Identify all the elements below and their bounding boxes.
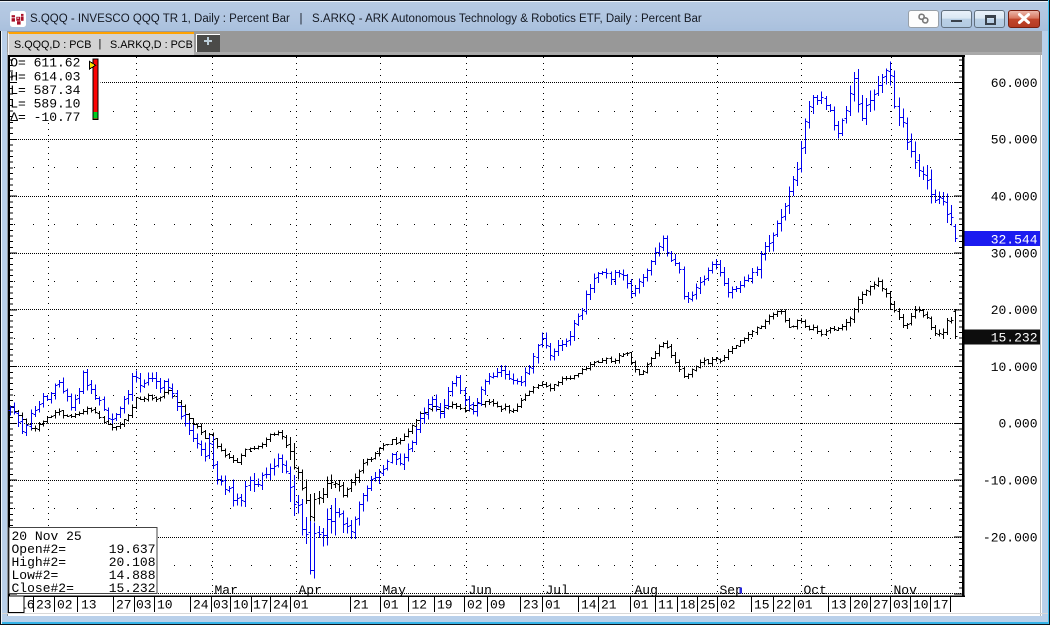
svg-text:14: 14 [581, 597, 597, 612]
svg-text:01: 01 [797, 597, 813, 612]
svg-text:-10.000: -10.000 [983, 474, 1038, 489]
svg-text:Close#2=: Close#2= [12, 581, 75, 596]
svg-text:18: 18 [680, 597, 696, 612]
svg-text:17: 17 [933, 597, 949, 612]
svg-text:21: 21 [353, 597, 369, 612]
svg-text:Apr: Apr [299, 583, 322, 598]
svg-text:14.888: 14.888 [109, 568, 156, 583]
svg-text:20: 20 [853, 597, 869, 612]
svg-text:13: 13 [831, 597, 847, 612]
svg-text:Aug: Aug [635, 583, 658, 598]
svg-text:10: 10 [157, 597, 173, 612]
svg-text:19.637: 19.637 [109, 542, 156, 557]
svg-text:Open#2=: Open#2= [12, 542, 67, 557]
svg-text:H= 614.03: H= 614.03 [10, 69, 80, 84]
svg-text:03: 03 [136, 597, 152, 612]
svg-text:23: 23 [36, 597, 52, 612]
svg-text:50.000: 50.000 [991, 133, 1038, 148]
svg-text:01: 01 [633, 597, 649, 612]
svg-text:15: 15 [754, 597, 770, 612]
svg-text:01: 01 [383, 597, 399, 612]
svg-text:-20.000: -20.000 [983, 530, 1038, 545]
svg-text:22: 22 [776, 597, 792, 612]
svg-text:25: 25 [700, 597, 716, 612]
svg-text:12: 12 [412, 597, 428, 612]
svg-text:23: 23 [523, 597, 539, 612]
svg-text:10: 10 [233, 597, 249, 612]
svg-text:20 Nov 25: 20 Nov 25 [12, 529, 82, 544]
svg-text:Jun: Jun [469, 583, 492, 598]
svg-text:19: 19 [437, 597, 453, 612]
svg-text:03: 03 [893, 597, 909, 612]
svg-text:11: 11 [658, 597, 674, 612]
svg-text:10.000: 10.000 [991, 360, 1038, 375]
svg-text:13: 13 [81, 597, 97, 612]
svg-text:High#2=: High#2= [12, 555, 67, 570]
svg-text:27: 27 [873, 597, 889, 612]
svg-text:02: 02 [720, 597, 736, 612]
svg-text:Jul: Jul [546, 583, 570, 598]
svg-text:21: 21 [601, 597, 617, 612]
svg-text:32.544: 32.544 [991, 232, 1038, 247]
svg-text:Nov: Nov [894, 583, 918, 598]
svg-text:Low#2=: Low#2= [12, 568, 59, 583]
svg-text:0.000: 0.000 [998, 417, 1037, 432]
svg-text:27: 27 [116, 597, 132, 612]
svg-text:20.108: 20.108 [109, 555, 156, 570]
svg-text:20.000: 20.000 [991, 303, 1038, 318]
svg-text:Sep: Sep [720, 583, 743, 598]
svg-text:01: 01 [545, 597, 561, 612]
svg-text:15.232: 15.232 [109, 581, 156, 596]
svg-text:15.232: 15.232 [991, 331, 1038, 346]
svg-text:02: 02 [57, 597, 73, 612]
svg-text:24: 24 [273, 597, 289, 612]
svg-text:10: 10 [913, 597, 929, 612]
svg-text:01: 01 [293, 597, 309, 612]
svg-text:60.000: 60.000 [991, 76, 1038, 91]
svg-text:L= 587.34: L= 587.34 [10, 83, 80, 98]
svg-text:09: 09 [490, 597, 506, 612]
svg-text:Δ= -10.77: Δ= -10.77 [10, 110, 80, 125]
svg-text:O= 611.62: O= 611.62 [10, 56, 80, 71]
svg-text:03: 03 [213, 597, 229, 612]
svg-text:30.000: 30.000 [991, 246, 1038, 261]
svg-text:May: May [383, 583, 407, 598]
svg-text:Mar: Mar [215, 583, 238, 598]
svg-text:17: 17 [253, 597, 269, 612]
svg-text:02: 02 [467, 597, 483, 612]
svg-text:Oct: Oct [804, 583, 827, 598]
svg-text:24: 24 [193, 597, 209, 612]
svg-text:40.000: 40.000 [991, 190, 1038, 205]
svg-text:L= 589.10: L= 589.10 [10, 97, 80, 112]
